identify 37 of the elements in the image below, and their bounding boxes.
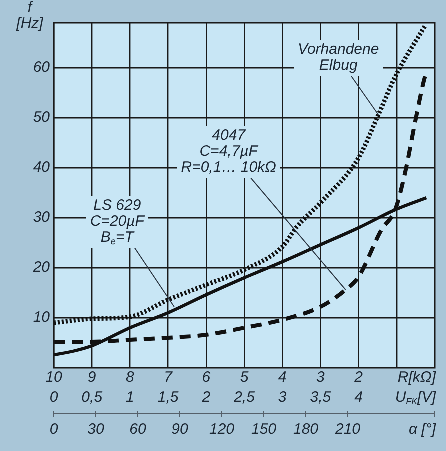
text: 60 — [130, 421, 147, 438]
x-tick-label: 2 — [201, 389, 212, 406]
y-tick-label: 30 — [33, 209, 51, 226]
x2-tick-label: 6 — [202, 369, 212, 386]
x-tick-label: 3 — [278, 389, 288, 406]
text: 180 — [293, 421, 320, 438]
x2-tick-label: 7 — [164, 369, 174, 386]
x2-tick-label: 3 — [316, 369, 326, 386]
text: 30 — [88, 421, 105, 438]
y-tick-label: 10 — [33, 309, 51, 326]
annotation: 4047 C=4,7µF R=0,1… 10kΩ — [181, 127, 276, 176]
x-tick-label: 0 — [50, 389, 59, 406]
x2-tick-label: 5 — [240, 369, 250, 386]
x-tick-label: 1,5 — [158, 389, 180, 406]
x2-tick-label: 8 — [126, 369, 136, 386]
y-tick-label: 20 — [32, 259, 51, 276]
text: 90 — [172, 421, 189, 438]
text: 120 — [209, 421, 236, 438]
x2-tick-label: 2 — [354, 369, 364, 386]
x2-axis-title: R[kΩ] — [398, 369, 437, 386]
text: 0 — [50, 421, 59, 438]
text: 210 — [334, 421, 362, 438]
y-tick-label: 60 — [33, 59, 51, 76]
x2-tick-label: 9 — [88, 369, 97, 386]
x-tick-label: 4 — [354, 389, 363, 406]
x2-tick-label: 10 — [46, 369, 63, 386]
x-tick-label: 1 — [126, 389, 134, 406]
y-axis-title: f [Hz] — [16, 0, 44, 32]
y-tick-label: 50 — [33, 109, 51, 126]
y-tick-label: 40 — [33, 159, 51, 176]
x-tick-label: 3,5 — [310, 389, 332, 406]
x-tick-label: 0,5 — [82, 389, 104, 406]
x2-tick-label: 4 — [278, 369, 287, 386]
x-tick-label: 2,5 — [233, 389, 256, 406]
text: α [°] — [408, 421, 437, 438]
annotation: Vorhandene Elbug — [298, 41, 380, 74]
text: 150 — [251, 421, 278, 438]
